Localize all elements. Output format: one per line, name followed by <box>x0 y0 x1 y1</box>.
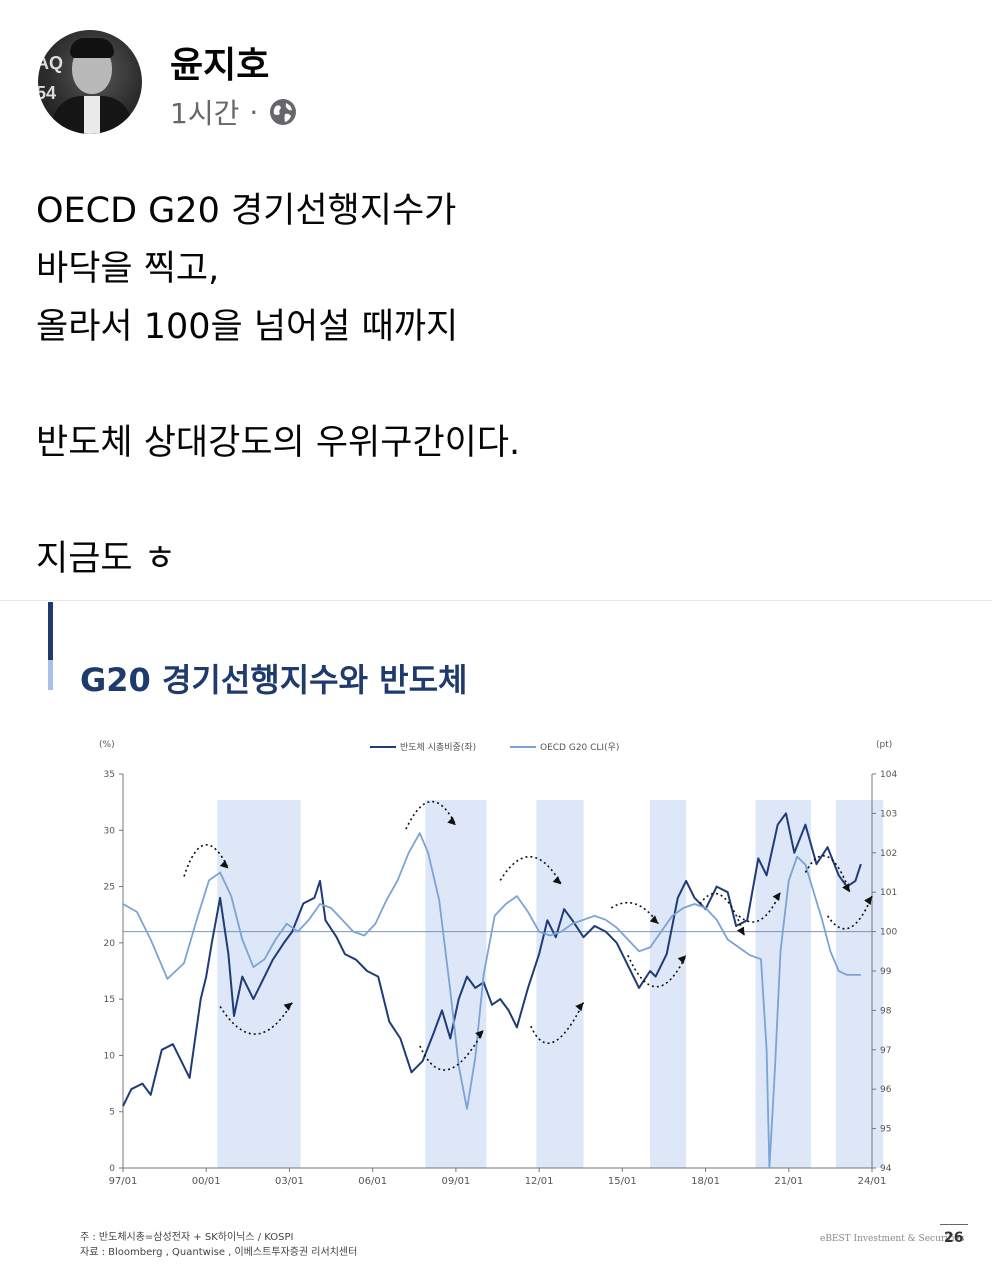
post-header: AQ 54 윤지호 1시간 · <box>38 30 938 140</box>
meta-separator: · <box>249 95 259 129</box>
arrowhead <box>552 875 562 885</box>
globe-icon <box>270 99 297 125</box>
arrowhead <box>736 926 745 936</box>
footnote-line-1: 주 : 반도체시총=삼성전자 + SK하이닉스 / KOSPI <box>80 1232 294 1243</box>
left-tick-label: 5 <box>109 1108 115 1118</box>
peak-arrow <box>183 844 230 877</box>
left-tick-label: 0 <box>109 1164 115 1174</box>
right-tick-label: 99 <box>880 967 892 977</box>
right-tick-label: 104 <box>880 770 897 780</box>
left-tick-label: 15 <box>104 995 115 1005</box>
right-tick-label: 98 <box>880 1006 892 1016</box>
footnote-line-2: 자료 : Bloomberg , Quantwise , 이베스트투자증권 리서… <box>80 1247 358 1258</box>
left-axis-unit: (%) <box>99 740 115 750</box>
right-tick-label: 94 <box>880 1164 892 1174</box>
series-line-oecd-cli <box>122 832 861 1169</box>
avatar-shirt <box>84 96 100 134</box>
shaded-period <box>755 800 811 1168</box>
peak-arrow <box>699 892 746 936</box>
arrowhead <box>864 896 872 905</box>
post-line: OECD G20 경기선행지수가 <box>36 191 457 231</box>
brand-text: eBEST Investment & Securities <box>820 1234 965 1244</box>
slide-title: G20 경기선행지수와 반도체 <box>80 661 468 699</box>
trough-arrow <box>627 954 687 988</box>
avatar[interactable]: AQ 54 <box>38 30 142 134</box>
x-tick-label: 18/01 <box>691 1176 720 1187</box>
right-axis-unit: (pt) <box>876 740 892 750</box>
right-tick-label: 102 <box>880 849 897 859</box>
x-tick-label: 24/01 <box>858 1176 887 1187</box>
post-meta: 1시간 · <box>170 92 298 132</box>
avatar-badge: AQ 54 <box>38 53 63 103</box>
left-tick-label: 30 <box>104 826 116 836</box>
post-line: 지금도 ㅎ <box>36 539 176 579</box>
trough-arrow <box>826 895 873 930</box>
post-line <box>36 472 520 530</box>
x-tick-label: 03/01 <box>275 1176 304 1187</box>
trough-arrow <box>530 1002 585 1044</box>
x-tick-label: 21/01 <box>774 1176 803 1187</box>
shaded-period <box>650 800 687 1168</box>
post-line <box>36 356 520 414</box>
right-tick-label: 96 <box>880 1085 892 1095</box>
x-tick-label: 12/01 <box>525 1176 554 1187</box>
chart[interactable]: 35 30 25 20 15 10 5 0 104 103 102 101 100 99 98 97 96 95 9… <box>80 730 910 1200</box>
post-text: OECD G20 경기선행지수가 바닥을 찍고, 올라서 100을 넘어설 때까… <box>36 182 520 588</box>
arrowhead <box>447 816 456 826</box>
right-tick-label: 100 <box>880 928 897 938</box>
post-line: 반도체 상대강도의 우위구간이다. <box>36 423 521 463</box>
page-number: 26 <box>944 1230 964 1246</box>
post-line: 바닥을 찍고, <box>36 249 220 289</box>
slide-footnote: 주 : 반도체시총=삼성전자 + SK하이닉스 / KOSPI 자료 : Blo… <box>80 1230 357 1260</box>
left-tick-label: 10 <box>104 1051 116 1061</box>
left-tick-label: 35 <box>104 770 115 780</box>
right-tick-label: 95 <box>880 1125 891 1135</box>
x-tick-label: 00/01 <box>192 1176 221 1187</box>
peak-arrow <box>499 855 562 885</box>
divider <box>0 600 992 601</box>
arrowhead <box>283 1002 293 1011</box>
x-tick-label: 97/01 <box>109 1176 138 1187</box>
arrowhead <box>677 955 687 964</box>
avatar-hair <box>70 38 114 58</box>
slide-accent-bar <box>48 602 53 690</box>
shaded-period <box>835 800 884 1168</box>
arrowhead <box>772 892 781 902</box>
x-tick-label: 09/01 <box>441 1176 470 1187</box>
legend-label: OECD G20 CLI(우) <box>540 742 619 753</box>
arrowhead <box>219 860 229 869</box>
x-tick-label: 06/01 <box>358 1176 387 1187</box>
arrowhead <box>475 1030 484 1039</box>
peak-arrow <box>804 855 851 893</box>
right-tick-label: 97 <box>880 1046 891 1056</box>
x-tick-label: 15/01 <box>608 1176 637 1187</box>
right-tick-label: 101 <box>880 888 897 898</box>
arrowhead <box>575 1002 584 1012</box>
trough-arrow <box>738 891 782 923</box>
legend-label: 반도체 시총비중(좌) <box>400 742 476 753</box>
left-tick-label: 25 <box>104 883 115 893</box>
right-tick-label: 103 <box>880 809 897 819</box>
shaded-period <box>425 800 487 1168</box>
arrowhead <box>649 915 659 924</box>
trough-arrow <box>419 1029 485 1071</box>
arrowhead <box>842 883 850 893</box>
peak-arrow <box>405 800 457 830</box>
shaded-period <box>217 800 301 1168</box>
page-number-rule <box>940 1224 968 1225</box>
left-tick-label: 20 <box>104 939 116 949</box>
post-line: 올라서 100을 넘어설 때까지 <box>36 307 459 347</box>
author-name[interactable]: 윤지호 <box>170 45 270 86</box>
post-time[interactable]: 1시간 <box>170 97 240 130</box>
shaded-period <box>536 800 584 1168</box>
